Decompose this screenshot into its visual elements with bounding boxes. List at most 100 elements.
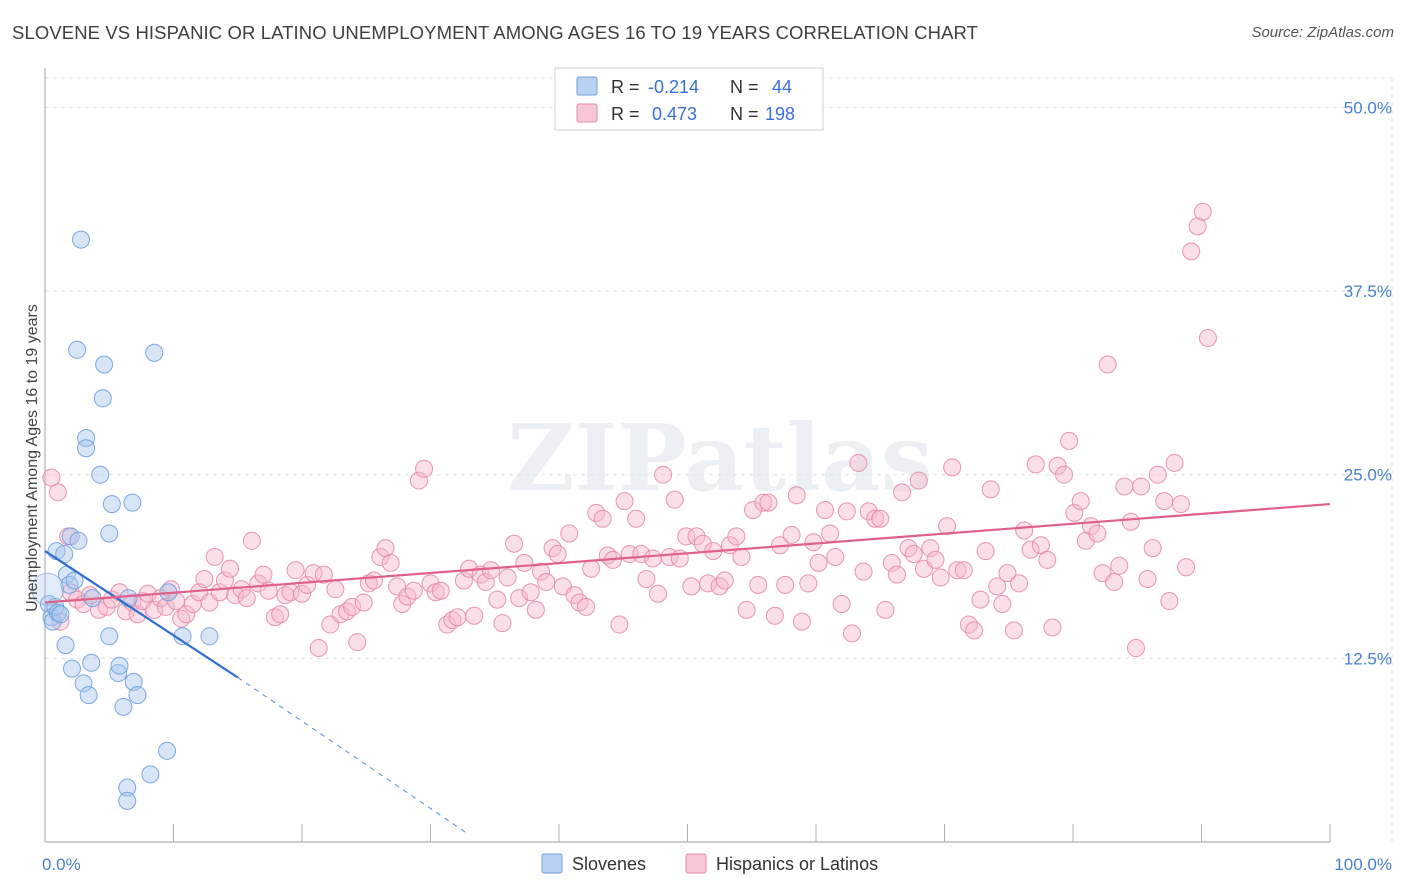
hispanic-point [727, 527, 746, 546]
hispanic-point [859, 502, 878, 521]
hispanic-point [677, 527, 696, 546]
hispanic-point [409, 471, 428, 490]
slovene-point [109, 664, 128, 683]
hispanic-point [309, 639, 328, 658]
hispanic-point [826, 547, 845, 566]
bottom-legend-slovenes: Slovenes [572, 854, 646, 874]
hispanic-point [959, 615, 978, 634]
slovene-point [43, 612, 62, 631]
legend-r-value-2: 0.473 [652, 104, 697, 124]
hispanic-point [1071, 492, 1090, 511]
bottom-legend-hispanics: Hispanics or Latinos [716, 854, 878, 874]
slovene-point [118, 778, 137, 797]
hispanic-point [887, 565, 906, 584]
hispanic-point [381, 553, 400, 572]
hispanic-point [909, 471, 928, 490]
slovene-point [77, 439, 96, 458]
hispanic-point [232, 580, 251, 599]
hispanic-point [893, 483, 912, 502]
hispanic-trend-line [44, 502, 1331, 604]
hispanic-point [765, 606, 784, 625]
y-tick-label: 12.5% [1344, 649, 1392, 668]
hispanic-point [837, 502, 856, 521]
hispanic-point [938, 517, 957, 536]
hispanic-point [866, 509, 885, 528]
hispanic-point [988, 577, 1007, 596]
legend-box [554, 67, 824, 131]
hispanic-point [314, 565, 333, 584]
hispanic-point [965, 621, 984, 640]
x-tick-label-min: 0.0% [42, 855, 81, 874]
hispanic-point [1132, 477, 1151, 496]
y-axis-label: Unemployment Among Ages 16 to 19 years [24, 304, 41, 612]
bottom-legend-swatch-hispanics [685, 853, 707, 874]
hispanic-point [654, 465, 673, 484]
hispanic-point [1182, 242, 1201, 261]
hispanic-point [799, 574, 818, 593]
hispanic-point [521, 583, 540, 602]
hispanic-point [776, 575, 795, 594]
hispanic-point [759, 493, 778, 512]
hispanic-point [448, 608, 467, 627]
hispanic-point [1155, 492, 1174, 511]
hispanic-point [687, 527, 706, 546]
hispanic-point [343, 597, 362, 616]
hispanic-points [42, 202, 1217, 658]
hispanic-point [298, 575, 317, 594]
y-tick-label: 37.5% [1344, 282, 1392, 301]
stats-legend: R = -0.214 N = 44 R = 0.473 N = 198 [554, 67, 824, 131]
slovene-point [56, 636, 75, 655]
slovene-point [145, 343, 164, 362]
hispanic-point [242, 531, 261, 550]
hispanic-point [1143, 539, 1162, 558]
hispanic-point [1121, 512, 1140, 531]
hispanic-point [404, 581, 423, 600]
hispanic-point [976, 542, 995, 561]
hispanic-point [560, 524, 579, 543]
y-tick-label: 50.0% [1344, 98, 1392, 117]
slovene-point [119, 589, 138, 608]
hispanic-point [1193, 202, 1212, 221]
hispanic-point [627, 509, 646, 528]
hispanic-point [145, 600, 164, 619]
slovene-point [93, 389, 112, 408]
slovene-point [114, 697, 133, 716]
hispanic-point [981, 480, 1000, 499]
x-tick-labels: 0.0% 100.0% [42, 855, 1392, 874]
hispanic-point [1021, 540, 1040, 559]
slovene-point-cluster [31, 572, 65, 606]
hispanic-point [1160, 592, 1179, 611]
slovene-point [158, 741, 177, 760]
hispanic-point [1177, 558, 1196, 577]
hispanic-point [510, 589, 529, 608]
legend-n-value-1: 44 [772, 77, 792, 97]
hispanic-point [537, 572, 556, 591]
slovene-point [128, 686, 147, 705]
slovene-point [123, 493, 142, 512]
bottom-legend-swatch-slovenes [541, 853, 563, 874]
hispanic-point [1198, 329, 1217, 348]
hispanic-point [921, 539, 940, 558]
hispanic-point [1110, 556, 1129, 575]
hispanic-point [481, 561, 500, 580]
hispanic-point [582, 559, 601, 578]
hispanic-point [643, 549, 662, 568]
trend-lines [44, 502, 1331, 836]
legend-r-value-1: -0.214 [648, 77, 699, 97]
hispanic-point [415, 459, 434, 478]
hispanic-point [371, 547, 390, 566]
hispanic-point [271, 605, 290, 624]
hispanic-point [1126, 639, 1145, 658]
hispanic-point [943, 458, 962, 477]
slovene-trend-line [44, 550, 239, 679]
hispanic-point [993, 594, 1012, 613]
slovene-point [51, 605, 70, 624]
legend-n-value-2: 198 [765, 104, 795, 124]
y-tick-labels: 12.5% 25.0% 37.5% 50.0% [1344, 98, 1392, 668]
hispanic-point [1105, 572, 1124, 591]
hispanic-point [249, 574, 268, 593]
hispanic-point [832, 594, 851, 613]
x-tick-label-max: 100.0% [1334, 855, 1392, 874]
hispanic-point [326, 580, 345, 599]
